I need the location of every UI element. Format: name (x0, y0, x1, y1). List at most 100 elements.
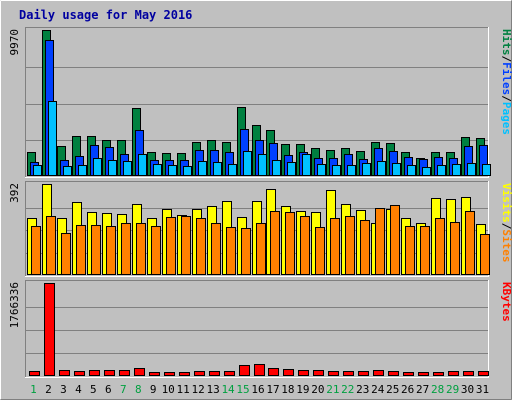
bar-kbytes-kbytes-15 (239, 365, 250, 376)
bar-hits-pages-3 (63, 166, 72, 176)
chart-title: Daily usage for May 2016 (19, 8, 192, 22)
bar-hits-pages-6 (108, 160, 117, 176)
legend-entry-hits-4: Pages (500, 102, 512, 135)
day-label-12: 12 (192, 383, 205, 396)
bar-visits-sites-21 (330, 218, 340, 275)
bar-hits-pages-24 (377, 161, 386, 176)
bar-hits-pages-31 (482, 164, 491, 176)
day-label-24: 24 (371, 383, 385, 396)
panel-kbytes: 1766336 KBytes (8, 280, 512, 378)
day-label-6: 6 (105, 383, 112, 396)
bar-visits-sites-17 (270, 211, 280, 275)
day-label-15: 15 (236, 383, 249, 396)
day-label-20: 20 (311, 383, 324, 396)
day-axis-labels: 1 2 3 4 5 6 7 8 9 10 11 12 13 14 15 16 17 18 19 20 21 22 23 24 2… (30, 383, 489, 396)
legend-entry-visits-0: Visits (500, 183, 512, 223)
bar-kbytes-kbytes-11 (179, 372, 190, 376)
bar-hits-pages-16 (258, 154, 267, 176)
bar-kbytes-kbytes-27 (418, 372, 429, 376)
bar-kbytes-kbytes-28 (433, 372, 444, 376)
day-label-1: 1 (30, 383, 37, 396)
bar-hits-pages-27 (422, 167, 431, 176)
bar-kbytes-kbytes-30 (463, 371, 474, 376)
day-label-16: 16 (251, 383, 264, 396)
bar-hits-pages-25 (392, 163, 401, 176)
bar-visits-sites-24 (375, 208, 385, 275)
bar-visits-sites-18 (285, 212, 295, 275)
bar-visits-sites-29 (450, 222, 460, 275)
bar-hits-pages-5 (93, 158, 102, 176)
bar-visits-sites-13 (211, 223, 221, 275)
y-max-label-kbytes: 1766336 (8, 282, 21, 328)
y-max-label-visits: 392 (8, 183, 21, 203)
bar-kbytes-kbytes-12 (194, 371, 205, 376)
bar-kbytes-kbytes-10 (164, 372, 175, 376)
legend-entry-hits-2: Files (500, 62, 512, 95)
day-label-23: 23 (356, 383, 369, 396)
y-max-label-hits: 9970 (8, 29, 21, 56)
bar-visits-sites-14 (226, 227, 236, 275)
bar-kbytes-kbytes-19 (298, 370, 309, 376)
bar-kbytes-kbytes-23 (358, 371, 369, 376)
bar-hits-pages-30 (467, 163, 476, 176)
bar-visits-sites-4 (76, 225, 86, 275)
bar-kbytes-kbytes-18 (283, 369, 294, 376)
bar-hits-pages-22 (347, 165, 356, 176)
bar-hits-pages-2 (48, 101, 57, 176)
bar-kbytes-kbytes-17 (268, 368, 279, 376)
bar-kbytes-kbytes-16 (254, 364, 265, 376)
bar-kbytes-kbytes-9 (149, 372, 160, 376)
bar-hits-pages-21 (332, 165, 341, 176)
day-label-26: 26 (401, 383, 414, 396)
bar-visits-sites-26 (405, 226, 415, 275)
bar-kbytes-kbytes-2 (44, 283, 55, 376)
bar-hits-pages-18 (287, 162, 296, 176)
bar-hits-pages-8 (138, 154, 147, 176)
bar-visits-sites-3 (61, 233, 71, 275)
bar-hits-pages-23 (362, 163, 371, 176)
bar-visits-sites-10 (166, 217, 176, 275)
bar-kbytes-kbytes-21 (328, 371, 339, 376)
bar-hits-pages-17 (272, 160, 281, 176)
day-label-25: 25 (386, 383, 399, 396)
plot-area-kbytes (25, 280, 489, 378)
legend-entry-hits-3: / (500, 95, 512, 102)
bar-hits-pages-14 (228, 164, 237, 176)
day-label-2: 2 (45, 383, 52, 396)
bar-visits-sites-1 (31, 226, 41, 275)
bar-kbytes-kbytes-26 (403, 372, 414, 376)
day-label-11: 11 (177, 383, 190, 396)
bar-kbytes-kbytes-20 (313, 370, 324, 376)
bar-visits-sites-2 (46, 216, 56, 275)
legend-entry-visits-1: / (500, 223, 512, 230)
day-label-31: 31 (476, 383, 489, 396)
bar-visits-sites-5 (91, 225, 101, 275)
bar-kbytes-kbytes-25 (388, 371, 399, 376)
bar-hits-pages-26 (407, 165, 416, 176)
day-label-14: 14 (221, 383, 235, 396)
legend-kbytes: KBytes (500, 282, 512, 322)
bar-visits-sites-31 (480, 234, 490, 275)
bar-hits-pages-28 (437, 165, 446, 176)
bar-hits-pages-20 (317, 164, 326, 176)
bar-kbytes-kbytes-22 (343, 371, 354, 376)
legend-entry-kbytes-0: KBytes (500, 282, 512, 322)
bar-visits-sites-8 (136, 223, 146, 275)
day-label-5: 5 (90, 383, 97, 396)
day-label-22: 22 (341, 383, 354, 396)
bar-visits-sites-22 (345, 216, 355, 275)
bar-hits-pages-7 (123, 161, 132, 176)
bar-visits-sites-30 (465, 211, 475, 275)
legend-entry-visits-2: Sites (500, 229, 512, 262)
bar-visits-sites-6 (106, 226, 116, 275)
bar-hits-pages-13 (213, 162, 222, 176)
bar-visits-sites-11 (181, 216, 191, 275)
day-label-7: 7 (120, 383, 127, 396)
day-label-28: 28 (431, 383, 444, 396)
bar-hits-pages-12 (198, 161, 207, 176)
day-label-30: 30 (461, 383, 474, 396)
bar-kbytes-kbytes-5 (89, 370, 100, 376)
day-label-21: 21 (326, 383, 339, 396)
